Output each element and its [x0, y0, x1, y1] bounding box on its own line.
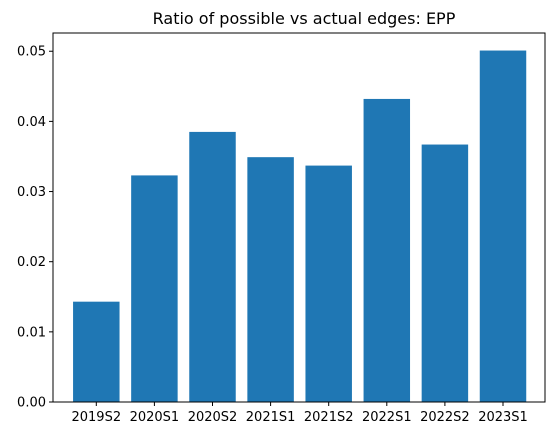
x-tick-label: 2021S1 — [246, 410, 296, 425]
x-tick-label: 2021S2 — [304, 410, 354, 425]
bar-2020S1 — [131, 175, 178, 402]
y-tick-label: 0.04 — [17, 115, 46, 130]
x-tick-label: 2022S1 — [362, 410, 412, 425]
chart-title: Ratio of possible vs actual edges: EPP — [153, 9, 456, 28]
x-tick-label: 2022S2 — [420, 410, 470, 425]
y-tick-label: 0.00 — [17, 396, 46, 411]
x-axis: 2019S2 2020S1 2020S2 2021S1 2021S2 2022S1 2022… — [71, 402, 528, 425]
bar-2021S2 — [305, 165, 352, 402]
x-tick-label: 2020S1 — [130, 410, 180, 425]
y-tick-label: 0.02 — [17, 255, 46, 270]
x-tick-label: 2020S2 — [188, 410, 238, 425]
y-tick-label: 0.03 — [17, 185, 46, 200]
bar-2023S1 — [479, 50, 527, 402]
x-tick-label: 2023S1 — [478, 410, 528, 425]
bar-2020S2 — [189, 131, 236, 402]
y-tick-label: 0.05 — [17, 45, 46, 60]
bar-2022S2 — [421, 144, 469, 403]
bar-2021S1 — [247, 157, 294, 402]
bar-2019S2 — [73, 301, 120, 402]
x-tick-label: 2019S2 — [71, 410, 121, 425]
plot-frame — [52, 32, 546, 403]
bar-2022S1 — [363, 98, 411, 402]
y-axis: 0.00 0.01 0.02 0.03 0.04 0.05 — [17, 45, 53, 411]
y-tick-label: 0.01 — [17, 325, 46, 340]
bars-group — [73, 50, 527, 403]
